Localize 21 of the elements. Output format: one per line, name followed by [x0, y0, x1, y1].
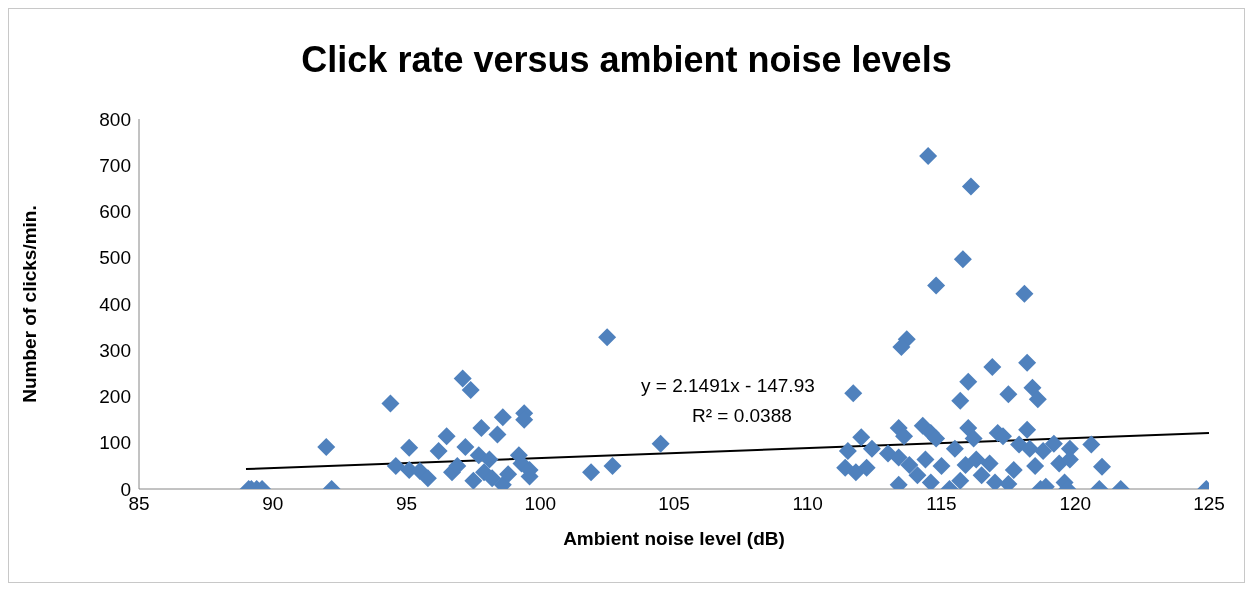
- y-axis-title: Number of clicks/min.: [18, 205, 40, 403]
- x-axis-title: Ambient noise level (dB): [563, 528, 785, 549]
- x-tick-label: 105: [658, 493, 690, 515]
- x-tick-label: 95: [395, 493, 418, 515]
- y-tick-label: 300: [99, 339, 131, 361]
- y-tick-label: 200: [99, 386, 131, 408]
- x-tick-label: 110: [792, 493, 823, 515]
- y-tick-label: 400: [99, 293, 131, 315]
- annotation: R² = 0.0388: [692, 405, 792, 427]
- x-tick-label: 90: [262, 493, 284, 515]
- y-tick-label: 800: [99, 108, 131, 130]
- y-tick-label: 100: [99, 432, 131, 454]
- x-tick-label: 125: [1193, 493, 1225, 515]
- y-tick-label: 700: [99, 154, 131, 176]
- x-tick-label: 115: [926, 493, 957, 515]
- chart-title: Click rate versus ambient noise levels: [300, 39, 953, 81]
- y-tick-label: 500: [99, 247, 131, 269]
- annotation: y = 2.1491x - 147.93: [641, 375, 815, 397]
- x-tick-label: 120: [1059, 493, 1092, 515]
- x-tick-label: 100: [524, 493, 557, 515]
- y-tick-label: 600: [99, 201, 131, 223]
